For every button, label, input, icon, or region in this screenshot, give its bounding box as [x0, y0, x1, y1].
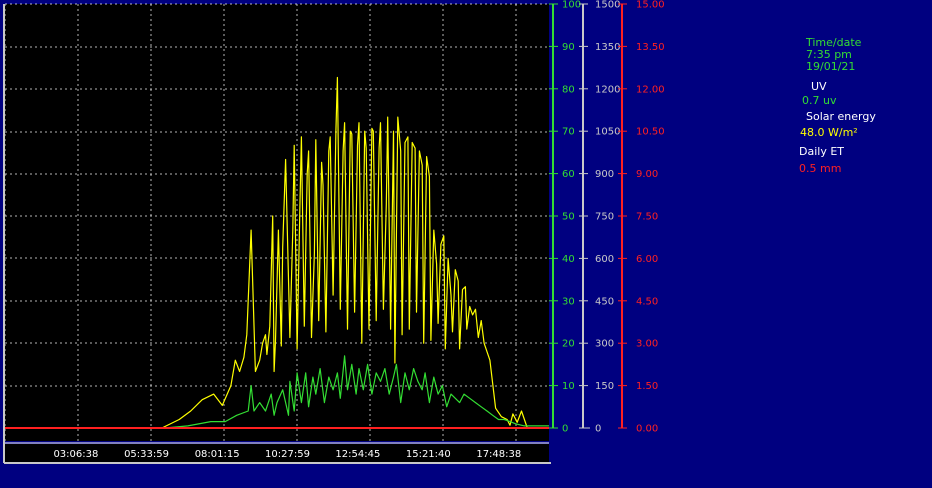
uv-axis-tick-label: 90	[562, 42, 575, 53]
solar-axis: 0 150 300 450 600 750 900 1050 1200 1350 1500	[579, 0, 620, 435]
chart-series	[5, 76, 549, 429]
solar-axis-tick-label: 300	[595, 339, 614, 350]
solar-axis-tick-label: 1500	[595, 0, 620, 11]
plot-frame	[3, 4, 551, 464]
x-tick-label: 05:33:59	[124, 449, 169, 460]
x-tick-label: 15:21:40	[406, 449, 451, 460]
daily-et-value: 0.5 mm	[799, 162, 842, 175]
x-tick-label: 03:06:38	[53, 449, 98, 460]
solar-energy-value: 48.0 W/m²	[800, 126, 858, 139]
uv-axis-tick-label: 10	[562, 381, 575, 392]
et-axis-tick-label: 3.00	[636, 339, 658, 350]
x-axis-ticks: 03:06:38 05:33:59 08:01:15 10:27:59 12:54:45…	[53, 449, 521, 460]
et-axis-tick-label: 9.00	[636, 169, 658, 180]
et-axis-tick-label: 13.50	[636, 42, 665, 53]
x-tick-label: 10:27:59	[265, 449, 310, 460]
et-axis-tick-label: 1.50	[636, 381, 658, 392]
et-axis-tick-label: 4.50	[636, 296, 658, 307]
uv-axis-tick-label: 60	[562, 169, 575, 180]
time-date-label: Time/date	[806, 36, 862, 49]
et-axis: 0.00 1.50 3.00 4.50 6.00 7.50 9.00 10.50 12.00 13…	[618, 0, 665, 435]
solar-axis-tick-label: 1050	[595, 127, 620, 138]
date-value: 19/01/21	[806, 60, 856, 73]
uv-axis-tick-label: 70	[562, 127, 575, 138]
solar-axis-tick-label: 900	[595, 169, 614, 180]
uv-index-line	[5, 355, 549, 429]
uv-axis: 0 10 20 30 40 50 60 70 80 90 100	[549, 0, 581, 435]
solar-axis-tick-label: 450	[595, 296, 614, 307]
et-axis-tick-label: 6.00	[636, 254, 658, 265]
solar-energy-label: Solar energy	[806, 110, 876, 123]
et-axis-tick-label: 7.50	[636, 212, 658, 223]
solar-axis-tick-label: 600	[595, 254, 614, 265]
x-axis-band	[5, 444, 549, 462]
et-axis-tick-label: 0.00	[636, 424, 658, 435]
solar-axis-tick-label: 750	[595, 212, 614, 223]
uv-axis-tick-label: 40	[562, 254, 575, 265]
x-tick-label: 17:48:38	[476, 449, 521, 460]
solar-axis-tick-label: 0	[595, 424, 601, 435]
uv-axis-tick-label: 50	[562, 212, 575, 223]
et-axis-tick-label: 15.00	[636, 0, 665, 11]
time-value: 7:35 pm	[806, 48, 852, 61]
uv-axis-tick-label: 20	[562, 339, 575, 350]
uv-axis-tick-label: 80	[562, 84, 575, 95]
uv-value: 0.7 uv	[802, 94, 837, 107]
daily-et-label: Daily ET	[799, 145, 844, 158]
plot-area	[5, 4, 549, 441]
solar-energy-line	[5, 76, 549, 429]
x-tick-label: 12:54:45	[335, 449, 380, 460]
x-tick-label: 08:01:15	[195, 449, 240, 460]
solar-axis-tick-label: 1350	[595, 42, 620, 53]
uv-label: UV	[811, 80, 827, 93]
et-axis-tick-label: 10.50	[636, 127, 665, 138]
uv-axis-tick-label: 100	[562, 0, 581, 11]
et-axis-tick-label: 12.00	[636, 84, 665, 95]
solar-axis-tick-label: 1200	[595, 84, 620, 95]
uv-axis-tick-label: 0	[562, 424, 568, 435]
solar-axis-tick-label: 150	[595, 381, 614, 392]
uv-axis-tick-label: 30	[562, 296, 575, 307]
